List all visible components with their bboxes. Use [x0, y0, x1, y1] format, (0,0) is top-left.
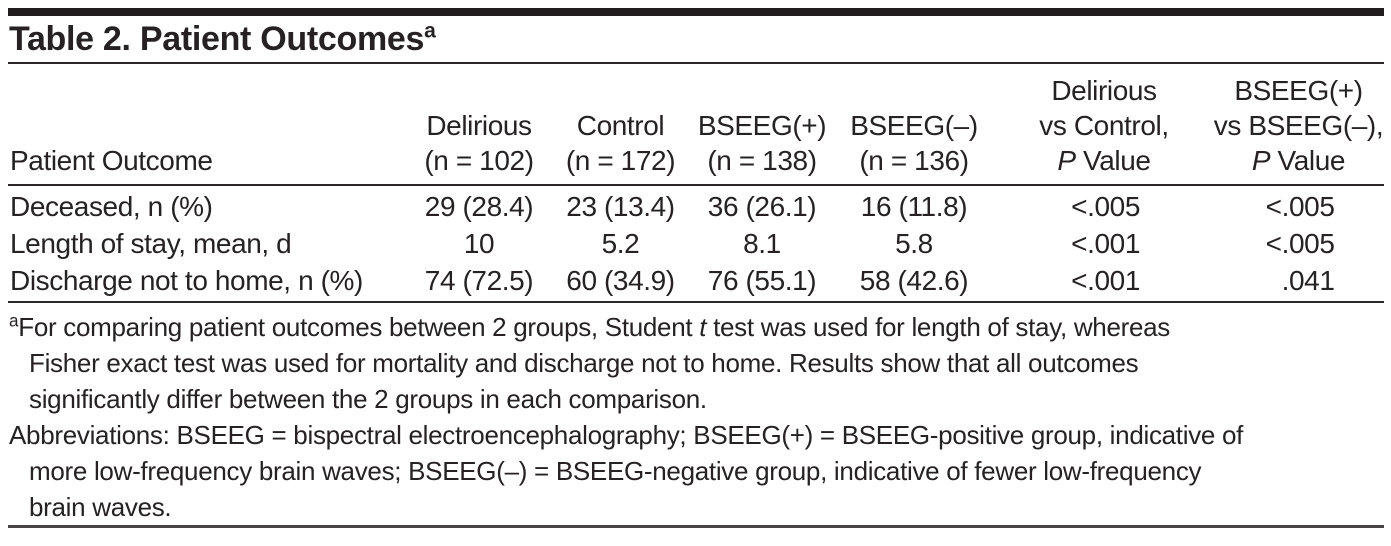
footnote-line: brain waves.: [9, 489, 1384, 525]
col-header-line: vs BSEEG(–),: [1213, 108, 1384, 143]
text-segment: Fisher exact test was used for mortality…: [29, 348, 1139, 378]
col-header-line: P Value: [995, 143, 1213, 178]
footnote-a: aFor comparing patient outcomes between …: [9, 309, 1384, 417]
text-segment: (n = 138): [707, 145, 817, 176]
cell-delirious-vs-control-p-value: <.001: [995, 262, 1213, 303]
text-segment: Delirious: [426, 110, 532, 141]
col-header-patient-outcome: Patient Outcome: [8, 64, 408, 186]
row-label: Deceased, n (%): [10, 191, 213, 222]
col-header-line: (n = 172): [550, 143, 691, 178]
footnote-line: Fisher exact test was used for mortality…: [9, 345, 1384, 381]
p-value: <.005: [1265, 228, 1335, 259]
text-segment: brain waves.: [29, 492, 172, 522]
text-segment: Value: [1270, 145, 1346, 176]
text-segment: (n = 102): [424, 145, 534, 176]
text-segment: vs Control,: [1039, 110, 1169, 141]
col-header-line: (n = 136): [833, 143, 995, 178]
cell-delirious-group: 29 (28.4): [424, 191, 534, 222]
text-segment: BSEEG(+): [697, 110, 827, 141]
cell-bseeg-positive-group: 8.1: [743, 228, 781, 259]
text-segment: test was used for length of stay, wherea…: [706, 312, 1171, 342]
col-header-line: (n = 102): [408, 143, 550, 178]
text-segment: BSEEG(+): [1234, 75, 1363, 106]
table-title-text: Table 2. Patient Outcomes: [9, 20, 425, 58]
cell-delirious-vs-control-p-value: <.005: [995, 185, 1213, 225]
row-label: Length of stay, mean, d: [10, 228, 292, 259]
col-header-delirious-group: Delirious (n = 102): [408, 64, 550, 186]
table-title-footnote-marker: a: [424, 19, 436, 43]
col-header-bseeg-pos-vs-bseeg-neg-p-value: BSEEG(+) vs BSEEG(–), P Value: [1213, 64, 1384, 186]
text-segment: Patient Outcome: [10, 145, 213, 176]
p-value: <.005: [1265, 191, 1335, 222]
cell-bseeg-positive-group: 76 (55.1): [691, 262, 833, 303]
cell-bseeg-negative-group: 5.8: [895, 228, 933, 259]
col-header-line: BSEEG(+): [691, 108, 833, 143]
cell-control-group: 23 (13.4): [566, 191, 675, 222]
p-value: <.001: [1071, 265, 1140, 296]
text-segment: Abbreviations: BSEEG = bispectral electr…: [9, 420, 1244, 450]
top-bar: [8, 8, 1384, 16]
table-row: Discharge not to home, n (%) 74 (72.5) 60 …: [8, 262, 1384, 303]
cell-bseeg-negative-group: 58 (42.6): [833, 262, 995, 303]
text-segment: more low-frequency brain waves; BSEEG(–)…: [29, 456, 1202, 486]
bottom-rule: [8, 525, 1384, 528]
text-segment: Delirious: [1051, 75, 1157, 106]
row-label: Discharge not to home, n (%): [8, 262, 408, 303]
italic-text: P: [1057, 145, 1076, 176]
text-segment: (n = 172): [565, 145, 676, 176]
footnote-line: Abbreviations: BSEEG = bispectral electr…: [9, 417, 1384, 453]
col-header-delirious-vs-control-p-value: Delirious vs Control, P Value: [995, 64, 1213, 186]
text-segment: (n = 136): [859, 145, 969, 176]
cell-bseeg-negative-group: 16 (11.8): [860, 191, 968, 222]
cell-control-group: 5.2: [601, 228, 640, 259]
col-header-control-group: Control (n = 172): [550, 64, 691, 186]
italic-text: t: [699, 312, 707, 342]
p-value: .041: [1281, 265, 1335, 296]
text-segment: Value: [1075, 145, 1151, 176]
cell-delirious-group: 74 (72.5): [408, 262, 550, 303]
footnote-abbreviations: Abbreviations: BSEEG = bispectral electr…: [9, 417, 1384, 525]
text-segment: For comparing patient outcomes between 2…: [18, 312, 700, 342]
col-header-line: BSEEG(+): [1213, 73, 1384, 108]
table-title: Table 2. Patient Outcomesa: [8, 16, 1384, 62]
col-header-line: vs Control,: [995, 108, 1213, 143]
col-header-bseeg-negative-group: BSEEG(–) (n = 136): [833, 64, 995, 186]
table-row: Deceased, n (%) 29 (28.4) 23 (13.4) 36 (26.…: [8, 185, 1384, 225]
p-value: <.001: [1071, 228, 1140, 259]
p-value: <.005: [1071, 191, 1140, 222]
footnote-line: significantly differ between the 2 group…: [9, 381, 1384, 417]
col-header-line: Delirious: [408, 108, 550, 143]
cell-bseeg-positive-group: 36 (26.1): [707, 191, 817, 222]
col-header-line: (n = 138): [691, 143, 833, 178]
table-body: Deceased, n (%) 29 (28.4) 23 (13.4) 36 (26.…: [8, 185, 1384, 303]
col-header-bseeg-positive-group: BSEEG(+) (n = 138): [691, 64, 833, 186]
footnote-line: aFor comparing patient outcomes between …: [9, 309, 1384, 345]
italic-text: P: [1251, 145, 1271, 176]
cell-delirious-group: 10: [463, 228, 495, 259]
text-segment: significantly differ between the 2 group…: [29, 384, 707, 414]
cell-delirious-vs-control-p-value: <.001: [995, 225, 1213, 262]
col-header-line: Control: [550, 108, 691, 143]
cell-bseeg-pos-vs-bseeg-neg-p-value: <.005: [1213, 225, 1384, 262]
cell-bseeg-pos-vs-bseeg-neg-p-value: <.005: [1213, 185, 1384, 225]
text-segment: Control: [576, 110, 665, 141]
table-row: Length of stay, mean, d 10 5.2 8.1 5.8 <.001 <…: [8, 225, 1384, 262]
col-header-line: BSEEG(–): [833, 108, 995, 143]
rule-under-title: [8, 62, 1384, 64]
footnote-line: more low-frequency brain waves; BSEEG(–)…: [9, 453, 1384, 489]
cell-bseeg-pos-vs-bseeg-neg-p-value: .041: [1213, 262, 1384, 303]
cell-control-group: 60 (34.9): [550, 262, 691, 303]
text-segment: BSEEG(–): [850, 110, 978, 141]
footnote-marker: a: [9, 310, 19, 331]
patient-outcomes-table: Patient Outcome Delirious (n = 102) Control…: [8, 64, 1384, 303]
col-header-line: Patient Outcome: [10, 143, 408, 178]
footnotes: aFor comparing patient outcomes between …: [8, 309, 1384, 525]
col-header-line: P Value: [1213, 143, 1384, 178]
text-segment: vs BSEEG(–),: [1213, 110, 1384, 141]
header-row: Patient Outcome Delirious (n = 102) Control…: [8, 64, 1384, 186]
col-header-line: Delirious: [995, 73, 1213, 108]
